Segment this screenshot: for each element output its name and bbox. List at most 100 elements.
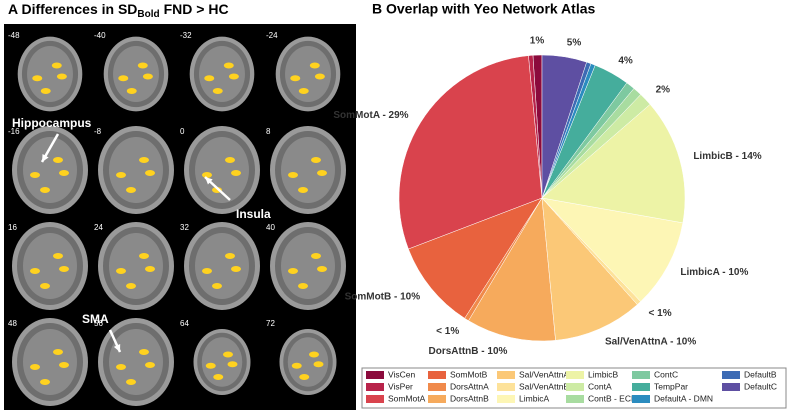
activation-blob <box>139 349 149 355</box>
activation-blob <box>137 62 148 69</box>
legend-label: LimbicA <box>519 393 550 403</box>
legend-swatch <box>566 383 584 391</box>
annotation: Insula <box>236 207 271 221</box>
brain-tissue <box>23 329 77 395</box>
legend-label: SomMotB <box>450 369 488 379</box>
activation-blob <box>145 266 155 272</box>
brain-tissue <box>113 45 159 103</box>
activation-blob <box>311 253 321 259</box>
arrow-head <box>205 177 213 185</box>
data-label: Sal/VenAttnA - 10% <box>605 336 696 347</box>
activation-blob <box>227 361 238 368</box>
activation-blob <box>213 374 224 380</box>
legend-swatch <box>428 395 446 403</box>
data-label: 2% <box>656 84 671 95</box>
activation-blob <box>225 253 235 259</box>
brain-tissue <box>287 337 329 387</box>
title-main: A Differences in SD <box>8 1 137 17</box>
activation-blob <box>126 187 136 193</box>
activation-blob <box>298 283 308 289</box>
activation-blob <box>139 253 149 259</box>
brain-tissue <box>285 45 331 103</box>
activation-blob <box>288 172 298 178</box>
activation-blob <box>231 266 241 272</box>
legend-label: VisCen <box>388 369 416 379</box>
legend-swatch <box>632 371 650 379</box>
legend-label: DorsAttnA <box>450 381 489 391</box>
brain-tissue <box>109 233 163 299</box>
activation-blob <box>225 157 235 163</box>
activation-blob <box>291 362 302 369</box>
slice-label: -32 <box>180 31 192 40</box>
pie-slice <box>541 197 684 302</box>
pie: 1% SomMotA - 29% SomMotB - 10% < 1% DorsAttn… <box>333 36 761 357</box>
activation-blob <box>126 379 136 385</box>
activation-blob <box>290 75 301 82</box>
legend-swatch <box>428 383 446 391</box>
activation-blob <box>32 75 43 82</box>
legend: VisCen VisPer SomMotA SomMotB DorsAttnA DorsA… <box>366 369 777 403</box>
brain-tissue <box>27 45 73 103</box>
activation-blob <box>56 73 67 80</box>
slice-label: -16 <box>8 127 20 136</box>
legend-swatch <box>428 371 446 379</box>
title-rest: FND > HC <box>164 1 229 17</box>
activation-blob <box>204 75 215 82</box>
legend-swatch <box>632 383 650 391</box>
pie-slice <box>398 55 543 250</box>
legend-swatch <box>566 371 584 379</box>
activation-blob <box>314 73 325 80</box>
activation-blob <box>53 157 63 163</box>
arrow-head <box>42 154 49 162</box>
activation-blob <box>40 283 50 289</box>
annotation: Hippocampus <box>12 116 92 130</box>
activation-blob <box>145 170 155 176</box>
legend-label: ContC <box>654 369 678 379</box>
slice-label: 8 <box>266 127 271 136</box>
brain-tissue <box>109 329 163 395</box>
activation-blob <box>317 170 327 176</box>
activation-blob <box>59 266 69 272</box>
activation-blob <box>228 73 239 80</box>
activation-blob <box>51 62 62 69</box>
data-label: 4% <box>618 55 633 66</box>
slice-label: 72 <box>266 319 275 328</box>
activation-blob <box>202 268 212 274</box>
slice-label: -8 <box>94 127 102 136</box>
activation-blob <box>142 73 153 80</box>
activation-blob <box>116 364 126 370</box>
activation-blob <box>30 172 40 178</box>
legend-label: DefaultC <box>744 381 777 391</box>
activation-blob <box>145 362 155 368</box>
legend-swatch <box>366 371 384 379</box>
activation-blob <box>231 170 241 176</box>
activation-blob <box>126 283 136 289</box>
legend-label: Sal/VenAttnA <box>519 369 569 379</box>
pie-slice <box>541 104 686 224</box>
activation-blob <box>118 75 129 82</box>
legend-label: DorsAttnB <box>450 393 489 403</box>
data-label: SomMotB - 10% <box>345 292 421 303</box>
activation-blob <box>298 187 308 193</box>
activation-blob <box>223 351 233 358</box>
brain-tissue <box>199 45 245 103</box>
legend-label: LimbicB <box>588 369 619 379</box>
pie-slice <box>541 197 638 341</box>
activation-blob <box>30 364 40 370</box>
activation-blob <box>205 362 216 369</box>
pie-slice <box>408 197 543 319</box>
brain-tissue <box>109 137 163 203</box>
legend-swatch <box>497 383 515 391</box>
legend-label: TempPar <box>654 381 688 391</box>
slice-label: 48 <box>8 319 17 328</box>
activation-blob <box>116 172 126 178</box>
legend-swatch <box>566 395 584 403</box>
brain-tissue <box>23 137 77 203</box>
legend-label: SomMotA <box>388 393 426 403</box>
activation-blob <box>309 62 320 69</box>
activation-blob <box>298 88 309 94</box>
data-label: DorsAttnB - 10% <box>429 346 508 357</box>
title-sub: Bold <box>137 9 159 20</box>
legend-label: DefaultA - DMN <box>654 393 713 403</box>
